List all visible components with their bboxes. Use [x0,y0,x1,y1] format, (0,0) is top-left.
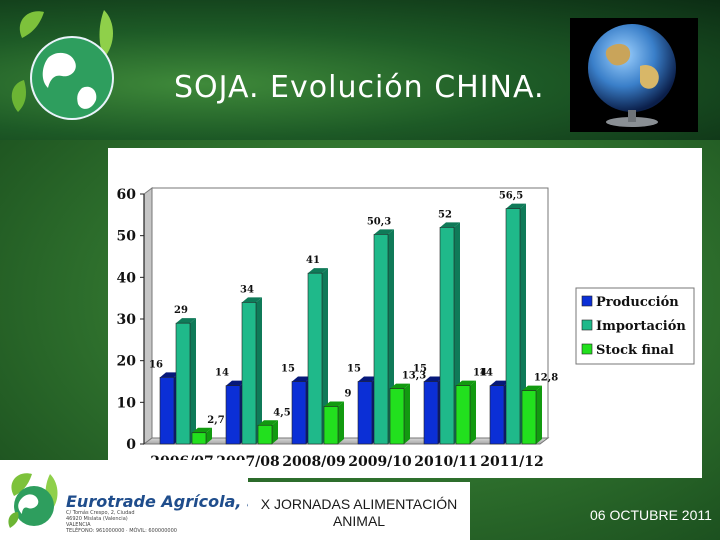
bar-top [258,420,278,426]
bar [455,385,471,445]
bar-top [358,376,378,382]
bar-top [456,380,476,386]
bar [175,322,191,445]
brand-address-line: C/ Tomás Crespo, 2, Ciudad [66,510,135,516]
bar [241,302,257,445]
bar-side [338,401,344,444]
bar-value-label: 14 [473,368,487,379]
legend-label: Importación [596,319,686,334]
bar-value-label: 50,3 [367,216,391,227]
y-tick-label: 20 [117,354,137,370]
bar-top [176,318,196,324]
bar [257,424,273,445]
bar [521,390,537,445]
bar [307,272,323,445]
slide-title: SOJA. Evolución CHINA. [174,70,545,105]
bar-value-label: 4,5 [273,407,290,418]
bar-top [374,229,394,235]
bar-value-label: 34 [240,284,254,295]
bar-top [424,376,444,382]
bar-value-label: 15 [347,364,361,375]
y-tick-label: 50 [117,229,137,245]
legend-swatch [581,319,593,331]
bar [505,208,521,445]
bar-top [308,268,328,274]
globe-photo-icon [570,18,698,132]
bar [159,377,175,445]
legend-box [575,287,695,365]
footer-date: 06 OCTUBRE 2011 [590,507,712,523]
x-tick-label: 2011/12 [480,454,544,470]
bar-side [190,318,196,444]
legend-label: Producción [596,295,679,310]
slide-header: SOJA. Evolución CHINA. [0,0,720,140]
bar [191,432,207,445]
bar [357,381,373,445]
legend-label: Stock final [596,343,674,358]
bar [291,381,307,445]
bar-top [226,380,246,386]
y-tick-label: 60 [117,187,137,203]
brand-name: Eurotrade Agrícola, S.L. [66,492,281,511]
plot-side-wall [143,187,153,445]
brand-address-line: VALENCIA [66,522,91,528]
bar [439,227,455,445]
bar [389,388,405,445]
bar-side [536,385,542,444]
footer-event-name: X JORNADAS ALIMENTACIÓN ANIMAL [248,482,470,540]
plot-back-wall [151,187,549,439]
bar-top [390,383,410,389]
chart: 0 10 20 30 40 50 60 16 29 2,7 14 34 4,5 15 41 9 15 50,3 1… [117,187,695,470]
bar [373,234,389,445]
bar-side [470,380,476,444]
eco-globe-logo-icon [11,10,114,120]
y-tick-label: 0 [126,437,136,453]
bar-value-label: 13,3 [402,371,426,382]
bar [225,385,241,445]
bar [423,381,439,445]
bar-value-label: 15 [413,364,427,375]
x-tick-label: 2008/09 [282,454,346,470]
bar-top [192,427,212,433]
footer-logo-area [0,460,248,540]
y-tick-label: 40 [117,270,137,286]
bar-top [242,297,262,303]
bar-value-label: 14 [215,368,229,379]
legend-swatch [581,343,593,355]
bar-top [522,385,542,391]
bar-top [324,401,344,407]
bar-top [160,372,180,378]
bar-side [322,268,328,444]
bar-value-label: 29 [174,305,188,316]
x-tick-label: 2010/11 [414,454,478,470]
bar-side [206,427,212,444]
bar-side [520,203,526,444]
y-tick-label: 10 [117,395,137,411]
bar-value-label: 16 [149,359,163,370]
brand-phone-line: TELÉFONO: 961000000 · MÓVIL: 600000000 [66,528,177,534]
x-tick-label: 2009/10 [348,454,412,470]
eurotrade-leaf-logo-icon [8,473,58,528]
bar-value-label: 52 [438,209,452,220]
legend-swatch [581,295,593,307]
bar-value-label: 12,8 [534,373,558,384]
bar-top [440,222,460,228]
chart-panel: 0 10 20 30 40 50 60 16 29 2,7 14 34 4,5 15 41 9 15 50,3 1… [108,148,702,478]
bar-value-label: 2,7 [207,415,224,426]
bar-value-label: 14 [479,368,493,379]
bar-side [272,420,278,444]
bar [323,406,339,445]
bar-value-label: 41 [306,255,320,266]
bar-top [506,203,526,209]
bar-value-label: 56,5 [499,191,523,202]
bar-side [404,383,410,444]
bar [489,385,505,445]
bar-value-label: 15 [281,364,295,375]
bar-top [490,380,510,386]
bar-value-label: 9 [345,389,352,400]
bar-side [256,297,262,444]
bar-top [292,376,312,382]
brand-address-line: 46920 Mislata (Valencia) [66,516,128,522]
y-tick-label: 30 [117,312,137,328]
